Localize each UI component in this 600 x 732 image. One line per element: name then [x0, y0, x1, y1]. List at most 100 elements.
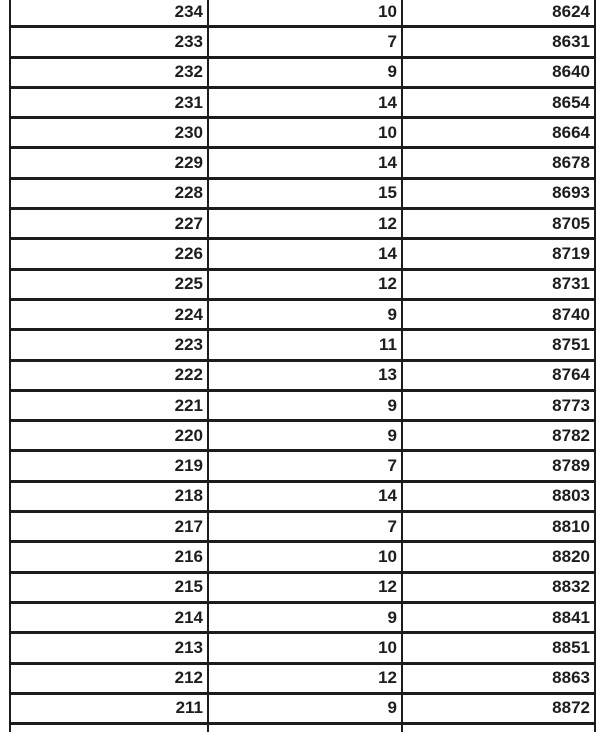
table-cell[interactable]: 224 — [9, 297, 209, 332]
table-cell[interactable]: 223 — [9, 328, 209, 362]
table-row: 215 12 8832 — [9, 570, 596, 604]
table-row: 230 10 8664 — [9, 116, 596, 150]
table-cell[interactable]: 231 — [9, 85, 209, 120]
table-cell[interactable]: 7 — [207, 25, 403, 59]
table-cell[interactable]: 10 — [207, 0, 403, 29]
table-cell[interactable]: 230 — [9, 116, 209, 150]
table-cell[interactable]: 234 — [9, 0, 209, 29]
table-cell[interactable]: 8664 — [401, 116, 596, 150]
table-cell[interactable]: 9 — [207, 600, 403, 635]
table-cell[interactable]: 11 — [207, 328, 403, 362]
table-row: 211 9 8872 — [9, 691, 596, 726]
table-cell[interactable]: 8624 — [401, 0, 596, 29]
table-cell[interactable]: 217 — [9, 510, 209, 544]
table-cell[interactable]: 8719 — [401, 237, 596, 271]
table-cell[interactable]: 8851 — [401, 631, 596, 665]
data-table: 234 10 8624 233 7 8631 232 9 8640 231 14 8654 230 10 8… — [9, 0, 596, 732]
table-cell[interactable]: 8803 — [401, 479, 596, 514]
table-row: 219 7 8789 — [9, 449, 596, 483]
table-cell[interactable]: 9 — [207, 691, 403, 726]
table-row: 212 12 8863 — [9, 661, 596, 695]
table-row: 217 7 8810 — [9, 510, 596, 544]
table-cell[interactable]: 233 — [9, 25, 209, 59]
table-row: 213 10 8851 — [9, 631, 596, 665]
table-cell[interactable]: 8705 — [401, 207, 596, 241]
table-cell[interactable]: 212 — [9, 661, 209, 695]
table-cell[interactable] — [9, 722, 209, 732]
table-cell[interactable]: 8820 — [401, 540, 596, 574]
table-row: 218 14 8803 — [9, 479, 596, 514]
table-row: 227 12 8705 — [9, 207, 596, 241]
table-cell[interactable]: 8764 — [401, 358, 596, 392]
table-cell[interactable]: 8841 — [401, 600, 596, 635]
table-cell[interactable]: 13 — [207, 358, 403, 392]
table-cell[interactable]: 12 — [207, 267, 403, 301]
table-cell[interactable]: 227 — [9, 207, 209, 241]
table-cell[interactable]: 8782 — [401, 419, 596, 453]
table-row: 228 15 8693 — [9, 176, 596, 211]
table-cell[interactable]: 229 — [9, 146, 209, 180]
table-cell[interactable]: 213 — [9, 631, 209, 665]
table-cell[interactable]: 8654 — [401, 85, 596, 120]
table-cell[interactable]: 211 — [9, 691, 209, 726]
table-cell[interactable]: 219 — [9, 449, 209, 483]
table-cell[interactable]: 8773 — [401, 388, 596, 423]
table-row: 233 7 8631 — [9, 25, 596, 59]
table-cell[interactable]: 8832 — [401, 570, 596, 604]
table-cell[interactable]: 14 — [207, 85, 403, 120]
table-cell[interactable]: 226 — [9, 237, 209, 271]
table-cell[interactable]: 9 — [207, 388, 403, 423]
table-cell[interactable]: 14 — [207, 479, 403, 514]
table-row: 216 10 8820 — [9, 540, 596, 574]
table-cell[interactable]: 221 — [9, 388, 209, 423]
table-cell[interactable]: 10 — [207, 116, 403, 150]
table-cell[interactable]: 15 — [207, 176, 403, 211]
table-cell[interactable]: 228 — [9, 176, 209, 211]
table-cell[interactable]: 8789 — [401, 449, 596, 483]
table-cell[interactable]: 215 — [9, 570, 209, 604]
table-cell[interactable]: 8678 — [401, 146, 596, 180]
table-row: 224 9 8740 — [9, 297, 596, 332]
table-cell[interactable]: 8631 — [401, 25, 596, 59]
table-body: 234 10 8624 233 7 8631 232 9 8640 231 14 8654 230 10 8… — [9, 0, 596, 732]
table-row: 222 13 8764 — [9, 358, 596, 392]
table-cell[interactable]: 220 — [9, 419, 209, 453]
table-cell[interactable]: 8810 — [401, 510, 596, 544]
table-row: 229 14 8678 — [9, 146, 596, 180]
table-cell[interactable]: 8731 — [401, 267, 596, 301]
table-cell[interactable]: 10 — [207, 540, 403, 574]
table-cell[interactable] — [207, 722, 403, 732]
table-cell[interactable]: 218 — [9, 479, 209, 514]
table-cell[interactable] — [401, 722, 596, 732]
table-cell[interactable]: 9 — [207, 297, 403, 332]
table-cell[interactable]: 216 — [9, 540, 209, 574]
table-cell[interactable]: 8751 — [401, 328, 596, 362]
table-cell[interactable]: 14 — [207, 237, 403, 271]
table-cell[interactable]: 9 — [207, 419, 403, 453]
table-row: 221 9 8773 — [9, 388, 596, 423]
table-cell[interactable]: 12 — [207, 207, 403, 241]
table-row: 226 14 8719 — [9, 237, 596, 271]
table-row: 223 11 8751 — [9, 328, 596, 362]
table-cell[interactable]: 225 — [9, 267, 209, 301]
table-cell[interactable]: 8872 — [401, 691, 596, 726]
table-cell[interactable]: 7 — [207, 449, 403, 483]
table-cell[interactable]: 8863 — [401, 661, 596, 695]
table-row: 225 12 8731 — [9, 267, 596, 301]
table-cell[interactable]: 7 — [207, 510, 403, 544]
table-cell[interactable]: 14 — [207, 146, 403, 180]
table-cell[interactable]: 232 — [9, 55, 209, 89]
table-cell[interactable]: 10 — [207, 631, 403, 665]
table-row: 232 9 8640 — [9, 55, 596, 89]
table-cell[interactable]: 8640 — [401, 55, 596, 89]
table-cell[interactable]: 8693 — [401, 176, 596, 211]
table-cell[interactable]: 8740 — [401, 297, 596, 332]
table-cell[interactable]: 214 — [9, 600, 209, 635]
table-cell[interactable]: 12 — [207, 661, 403, 695]
table-cell[interactable]: 12 — [207, 570, 403, 604]
table-cell[interactable]: 222 — [9, 358, 209, 392]
table-row: 214 9 8841 — [9, 600, 596, 635]
table-cell[interactable]: 9 — [207, 55, 403, 89]
table-row: 231 14 8654 — [9, 85, 596, 120]
